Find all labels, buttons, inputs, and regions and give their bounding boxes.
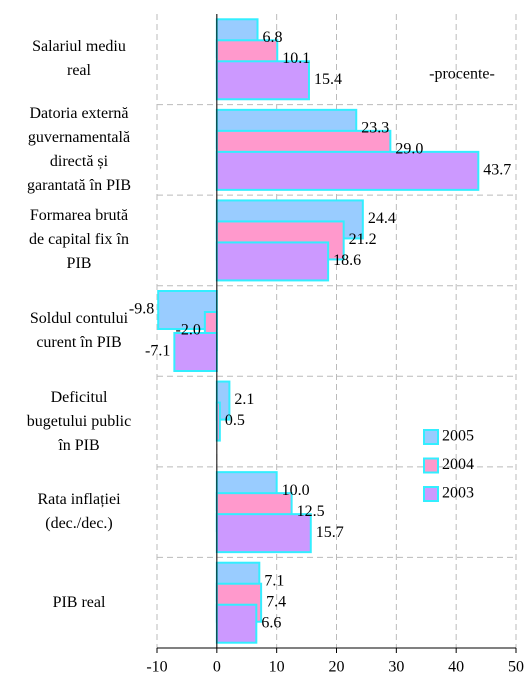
category-label: Deficitul bugetului public în PIB: [26, 388, 132, 454]
legend-label: 2005: [442, 428, 474, 445]
value-label: 7.1: [264, 572, 284, 589]
x-tick-label: -10: [146, 659, 167, 676]
category-label: Salariul mediu real: [32, 38, 126, 80]
bar: [173, 332, 218, 372]
x-tick-label: 50: [508, 659, 524, 676]
bar: [215, 150, 480, 191]
value-label: 6.8: [263, 29, 283, 46]
category-label: Formarea brută de capital fix în PIB: [29, 207, 129, 273]
value-label: 15.4: [314, 71, 342, 88]
value-label: 10.1: [282, 50, 310, 67]
value-label: 7.4: [266, 593, 286, 610]
x-tick-label: 40: [448, 659, 464, 676]
value-label: 2.1: [234, 391, 254, 408]
value-label: 12.5: [297, 503, 325, 520]
value-label: 18.6: [333, 252, 361, 269]
value-label: 21.2: [349, 231, 377, 248]
legend-swatch: [423, 429, 439, 445]
legend-swatch: [423, 457, 439, 474]
category-label: Rata inflației (dec./dec.): [37, 491, 121, 533]
legend-swatch: [423, 486, 439, 502]
value-label: -2.0: [176, 322, 201, 339]
bar: [215, 60, 310, 101]
value-label: 29.0: [395, 141, 423, 158]
bar: [215, 241, 330, 282]
value-label: 15.7: [316, 524, 344, 541]
value-label: 6.6: [261, 614, 281, 631]
value-label: 10.0: [282, 482, 310, 499]
value-label: 43.7: [483, 162, 511, 179]
bar: [215, 603, 258, 644]
bar: [215, 513, 312, 554]
category-label: PIB real: [52, 593, 106, 611]
value-label: -9.8: [129, 301, 154, 318]
legend-label: 2004: [442, 456, 474, 473]
x-tick-label: 0: [213, 659, 221, 676]
value-label: 0.5: [225, 412, 245, 429]
annotation: -procente-: [429, 66, 495, 83]
value-label: 24.4: [368, 210, 396, 227]
legend-label: 2003: [442, 485, 474, 502]
category-label: Soldul contului curent în PIB: [29, 310, 129, 351]
x-tick-label: 20: [329, 659, 345, 676]
value-label: -7.1: [145, 343, 170, 360]
x-tick-label: 10: [269, 659, 285, 676]
value-label: 23.3: [361, 120, 389, 137]
category-label: Datoria externă guvernamentală directă ș…: [27, 104, 131, 194]
x-tick-label: 30: [388, 659, 404, 676]
